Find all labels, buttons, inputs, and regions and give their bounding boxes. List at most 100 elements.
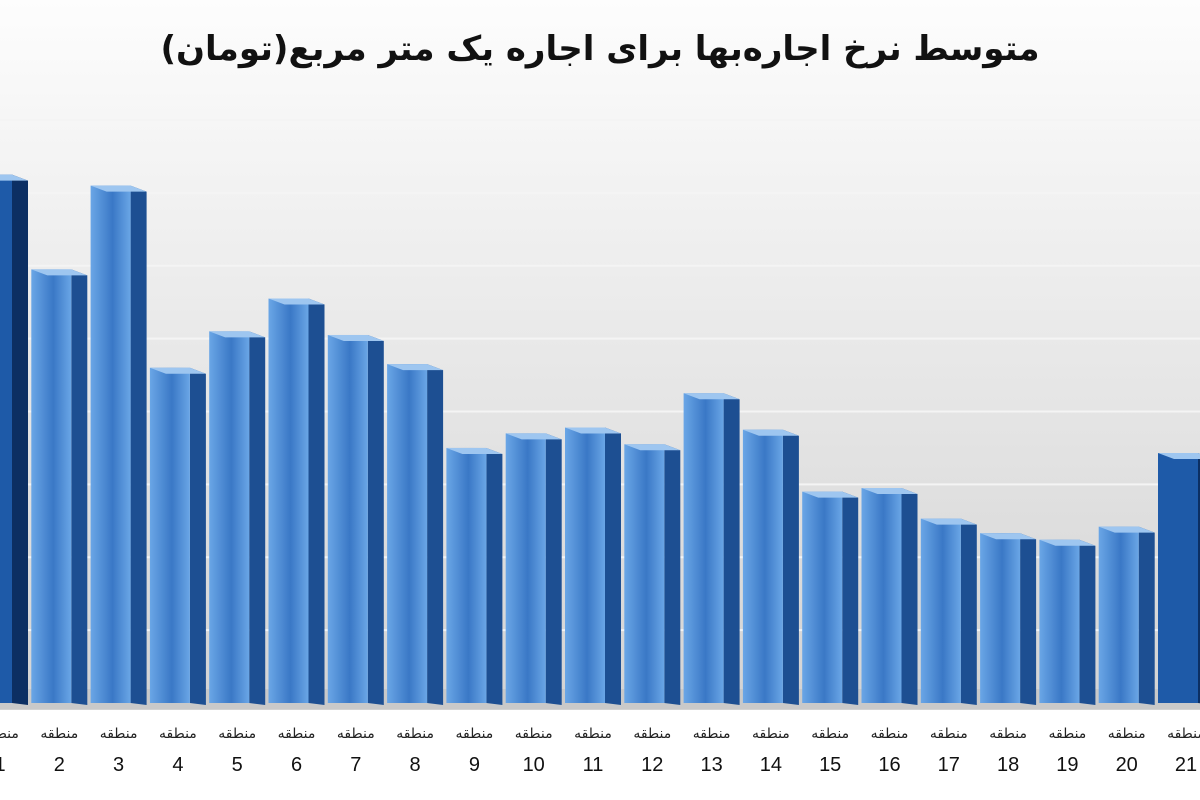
category-number-label: 15 xyxy=(819,754,841,776)
category-prefix-label: منطقه xyxy=(752,726,790,742)
bar-front xyxy=(387,364,428,703)
category-number-label: 14 xyxy=(760,754,782,776)
category-number-label: 16 xyxy=(878,754,900,776)
category-prefix-label: منطقه xyxy=(989,726,1027,742)
bar-top xyxy=(980,533,1037,540)
category-label: منطقه 9 xyxy=(456,726,494,776)
category-number-label: 13 xyxy=(700,754,722,776)
category-label: منطقه 15 xyxy=(811,726,849,776)
bar-6 xyxy=(268,298,325,705)
category-prefix-label: منطقه xyxy=(218,726,256,742)
bar-16 xyxy=(861,488,918,705)
category-prefix-label: منطقه xyxy=(278,726,316,742)
bar-8 xyxy=(387,364,444,705)
category-number-label: 21 xyxy=(1175,754,1197,776)
category-prefix-label: منطقه xyxy=(40,726,78,742)
category-label: منطقه 8 xyxy=(396,726,434,776)
category-prefix-label: منطقه xyxy=(100,726,138,742)
bar-side xyxy=(130,185,147,705)
bar-top xyxy=(742,429,799,436)
bar-front xyxy=(446,447,487,703)
bar-front xyxy=(920,518,961,703)
category-number-label: 2 xyxy=(54,754,65,776)
category-label: منطقه 19 xyxy=(1049,726,1087,776)
bar-13 xyxy=(683,393,740,705)
bar-side xyxy=(545,433,562,705)
bar-top xyxy=(1098,526,1155,533)
category-prefix-label: منطقه xyxy=(633,726,671,742)
bar-top xyxy=(31,269,88,276)
bar-side xyxy=(960,518,977,705)
category-label: منطقه 21 xyxy=(1167,726,1200,776)
bar-front xyxy=(683,393,724,703)
category-label: منطقه 3 xyxy=(100,726,138,776)
bar-21 xyxy=(1158,453,1200,704)
category-prefix-label: منطقه xyxy=(159,726,197,742)
bar-side xyxy=(1138,526,1155,705)
bar-front xyxy=(1158,453,1198,703)
category-number-label: 5 xyxy=(232,754,243,776)
bar-11 xyxy=(565,427,621,705)
bars xyxy=(0,174,1200,705)
category-number-label: 18 xyxy=(997,754,1019,776)
bar-front xyxy=(742,429,783,703)
bar-front xyxy=(0,174,12,703)
category-prefix-label: منطقه xyxy=(693,726,731,742)
bar-7 xyxy=(327,334,384,705)
category-prefix-label: منطقه xyxy=(0,726,19,742)
category-number-label: 8 xyxy=(410,754,421,776)
category-number-label: 1 xyxy=(0,754,6,776)
bar-top xyxy=(209,331,266,338)
bar-side xyxy=(486,447,503,705)
bar-side xyxy=(427,364,444,705)
category-prefix-label: منطقه xyxy=(456,726,494,742)
bar-side xyxy=(782,429,799,705)
bar-front xyxy=(1098,526,1139,703)
bar-side xyxy=(664,444,681,705)
bar-side xyxy=(1079,539,1096,705)
bar-side xyxy=(71,269,88,705)
bar-side xyxy=(1020,533,1037,705)
bar-top xyxy=(90,185,147,192)
bar-20 xyxy=(1098,526,1155,705)
category-prefix-label: منطقه xyxy=(1167,726,1200,742)
bar-3 xyxy=(90,185,147,705)
category-prefix-label: منطقه xyxy=(930,726,968,742)
bar-top xyxy=(268,298,325,305)
bar-side xyxy=(367,334,384,705)
bar-front xyxy=(1039,539,1080,703)
bar-1 xyxy=(0,174,28,705)
bar-side xyxy=(723,393,740,705)
category-labels: منطقه1منطقه2منطقه3منطقه4منطقه5منطقه6منطق… xyxy=(0,726,1200,776)
bar-10 xyxy=(505,433,562,705)
category-number-label: 3 xyxy=(113,754,124,776)
category-label: منطقه 20 xyxy=(1108,726,1146,776)
bar-top xyxy=(0,174,28,181)
bar-top xyxy=(149,367,206,374)
bar-17 xyxy=(920,518,977,705)
category-prefix-label: منطقه xyxy=(1049,726,1087,742)
bar-side xyxy=(12,174,28,705)
bar-front xyxy=(802,491,843,703)
bar-top xyxy=(387,364,444,371)
bar-top xyxy=(327,334,384,341)
bar-top xyxy=(920,518,977,525)
bar-top xyxy=(446,447,503,454)
category-number-label: 20 xyxy=(1116,754,1138,776)
bar-2 xyxy=(31,269,88,705)
category-label: منطقه 13 xyxy=(693,726,731,776)
bar-front xyxy=(505,433,546,703)
bar-top xyxy=(624,444,681,451)
bar-5 xyxy=(209,331,266,705)
bar-side xyxy=(901,488,918,705)
category-prefix-label: منطقه xyxy=(337,726,375,742)
bar-front xyxy=(149,367,190,703)
bar-top xyxy=(1039,539,1096,546)
category-label: منطقه 17 xyxy=(930,726,968,776)
bar-front xyxy=(327,334,368,703)
bar-top xyxy=(802,491,859,498)
bar-front xyxy=(90,185,131,703)
bar-top xyxy=(1158,453,1200,460)
category-label: منطقه 16 xyxy=(871,726,909,776)
